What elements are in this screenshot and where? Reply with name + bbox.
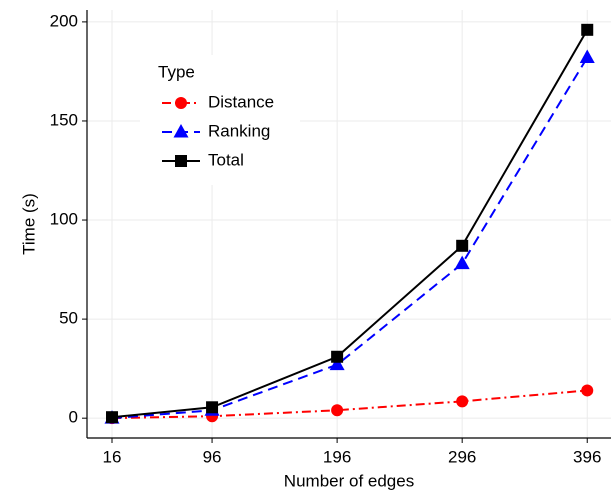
legend-marker — [175, 97, 187, 109]
legend-label: Total — [208, 150, 244, 169]
legend-label: Ranking — [208, 121, 270, 140]
point — [206, 401, 219, 414]
legend-box — [140, 55, 300, 185]
point — [456, 239, 469, 252]
point — [579, 49, 595, 64]
y-tick-label: 0 — [69, 408, 78, 427]
legend-label: Distance — [208, 92, 274, 111]
point — [329, 356, 345, 371]
point — [454, 255, 470, 270]
point — [581, 384, 594, 397]
y-tick-label: 200 — [50, 11, 78, 30]
x-tick-label: 396 — [573, 447, 601, 466]
point — [331, 404, 344, 417]
point — [581, 23, 594, 36]
legend-title: Type — [158, 62, 195, 81]
series-line — [111, 389, 588, 420]
x-tick-label: 16 — [103, 447, 122, 466]
point — [106, 411, 119, 424]
y-tick-label: 150 — [50, 110, 78, 129]
x-axis-label: Number of edges — [284, 471, 414, 490]
legend-marker — [175, 155, 187, 167]
point — [331, 350, 344, 363]
y-axis-label: Time (s) — [19, 193, 38, 255]
legend-marker — [173, 124, 189, 138]
y-tick-label: 50 — [59, 309, 78, 328]
x-tick-label: 296 — [448, 447, 476, 466]
y-tick-label: 100 — [50, 210, 78, 229]
x-tick-label: 196 — [323, 447, 351, 466]
x-tick-label: 96 — [203, 447, 222, 466]
point — [456, 395, 469, 408]
